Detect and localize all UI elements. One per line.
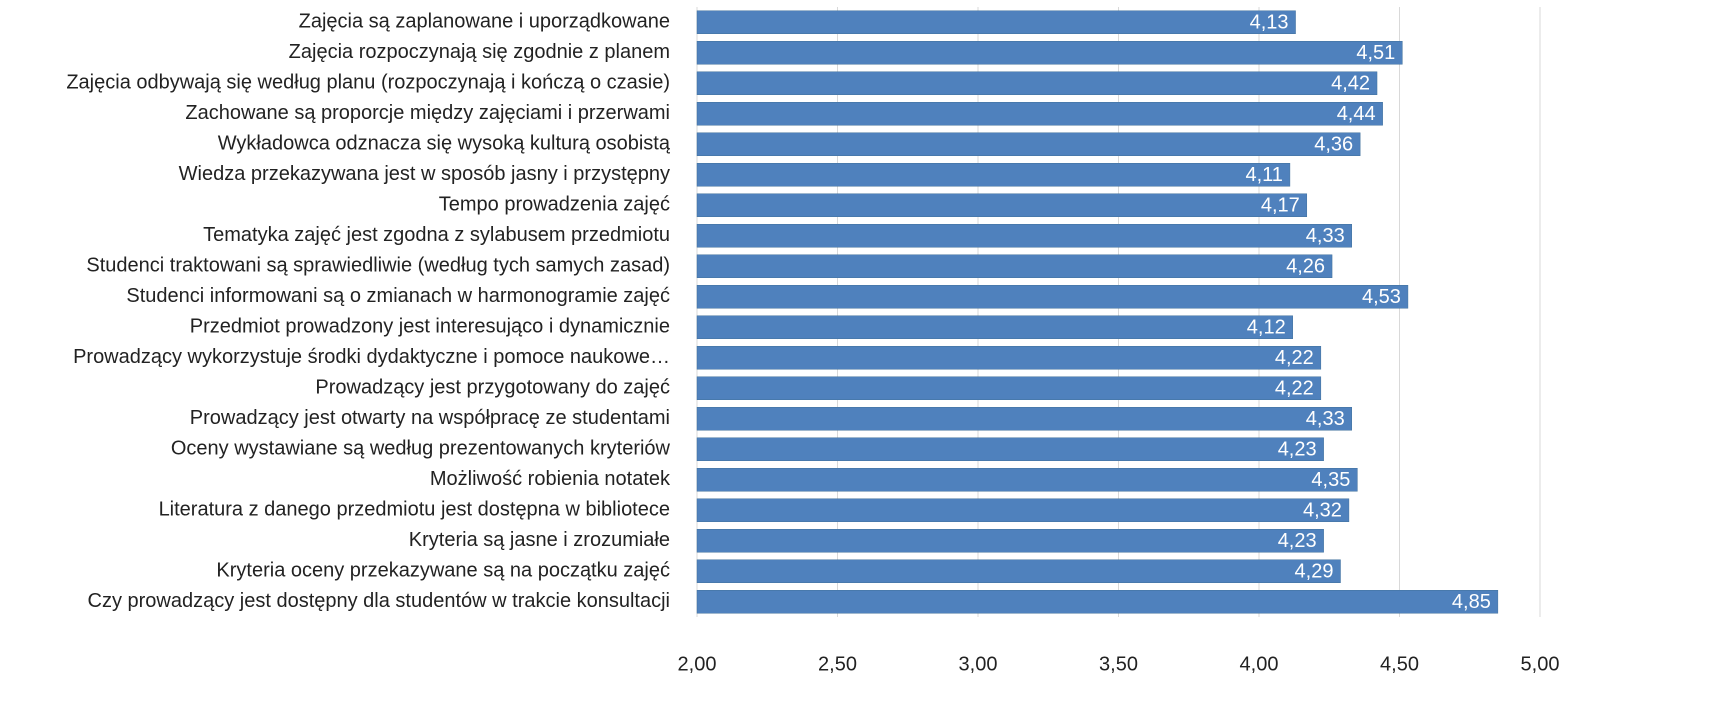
value-label: 4,13	[1250, 12, 1289, 34]
bar	[696, 498, 1350, 522]
y-tick-label: Studenci traktowani są sprawiedliwie (we…	[86, 255, 670, 277]
value-label: 4,22	[1275, 378, 1314, 400]
value-label: 4,33	[1306, 408, 1345, 430]
y-tick-label: Tempo prowadzenia zajęć	[439, 194, 670, 216]
value-label: 4,44	[1337, 103, 1376, 125]
bar	[696, 102, 1383, 126]
y-tick-label: Czy prowadzący jest dostępny dla student…	[88, 590, 671, 612]
bar	[696, 529, 1324, 553]
value-label: 4,53	[1362, 286, 1401, 308]
x-tick-label: 3,50	[1099, 653, 1138, 675]
bar	[696, 346, 1322, 370]
y-tick-label: Literatura z danego przedmiotu jest dost…	[159, 499, 670, 521]
value-label: 4,85	[1452, 591, 1491, 613]
y-tick-label: Zajęcia rozpoczynają się zgodnie z plane…	[289, 41, 670, 63]
bar	[696, 71, 1378, 95]
bar	[696, 376, 1322, 400]
value-label: 4,22	[1275, 347, 1314, 369]
y-tick-label: Kryteria są jasne i zrozumiałe	[409, 529, 670, 551]
bar	[696, 590, 1499, 614]
y-tick-label: Zajęcia są zaplanowane i uporządkowane	[299, 11, 670, 33]
bar	[696, 193, 1308, 217]
y-tick-label: Zajęcia odbywają się według planu (rozpo…	[66, 72, 670, 94]
bar	[696, 407, 1352, 431]
bar	[696, 437, 1324, 461]
y-tick-label: Tematyka zajęć jest zgodna z sylabusem p…	[203, 224, 670, 246]
value-label: 4,51	[1356, 42, 1395, 64]
x-tick-label: 4,00	[1240, 653, 1279, 675]
y-tick-label: Wiedza przekazywana jest w sposób jasny …	[179, 163, 670, 185]
value-label: 4,35	[1311, 469, 1350, 491]
value-label: 4,23	[1278, 530, 1317, 552]
value-label: 4,23	[1278, 439, 1317, 461]
y-tick-label: Zachowane są proporcje między zajęciami …	[185, 102, 670, 124]
x-tick-label: 2,50	[818, 653, 857, 675]
x-tick-label: 5,00	[1521, 653, 1560, 675]
x-tick-label: 2,00	[678, 653, 717, 675]
value-label: 4,26	[1286, 256, 1325, 278]
bar	[696, 10, 1296, 34]
value-label: 4,11	[1245, 164, 1282, 186]
bar	[696, 559, 1341, 583]
value-label: 4,17	[1261, 195, 1300, 217]
y-tick-label: Oceny wystawiane są według prezentowanyc…	[171, 438, 671, 460]
value-label: 4,12	[1247, 317, 1286, 339]
bar	[696, 468, 1358, 492]
y-tick-label: Prowadzący jest przygotowany do zajęć	[315, 377, 670, 399]
x-tick-label: 4,50	[1380, 653, 1419, 675]
y-tick-label: Prowadzący jest otwarty na współpracę ze…	[190, 407, 670, 429]
x-tick-label: 3,00	[959, 653, 998, 675]
bar	[696, 254, 1333, 278]
value-label: 4,32	[1303, 500, 1342, 522]
y-tick-label: Studenci informowani są o zmianach w har…	[126, 285, 670, 307]
y-tick-label: Kryteria oceny przekazywane są na począt…	[216, 560, 670, 582]
bar	[696, 132, 1361, 156]
bar	[696, 163, 1291, 187]
bar	[696, 285, 1409, 309]
value-label: 4,36	[1314, 134, 1353, 156]
y-tick-label: Możliwość robienia notatek	[430, 468, 671, 490]
value-label: 4,33	[1306, 225, 1345, 247]
bar	[696, 41, 1403, 65]
y-tick-label: Wykładowca odznacza się wysoką kulturą o…	[218, 133, 671, 155]
value-label: 4,42	[1331, 73, 1370, 95]
y-tick-label: Prowadzący wykorzystuje środki dydaktycz…	[73, 346, 670, 368]
value-label: 4,29	[1295, 561, 1334, 583]
y-tick-label: Przedmiot prowadzony jest interesująco i…	[190, 316, 670, 338]
bar	[696, 224, 1352, 248]
bar	[696, 315, 1293, 339]
